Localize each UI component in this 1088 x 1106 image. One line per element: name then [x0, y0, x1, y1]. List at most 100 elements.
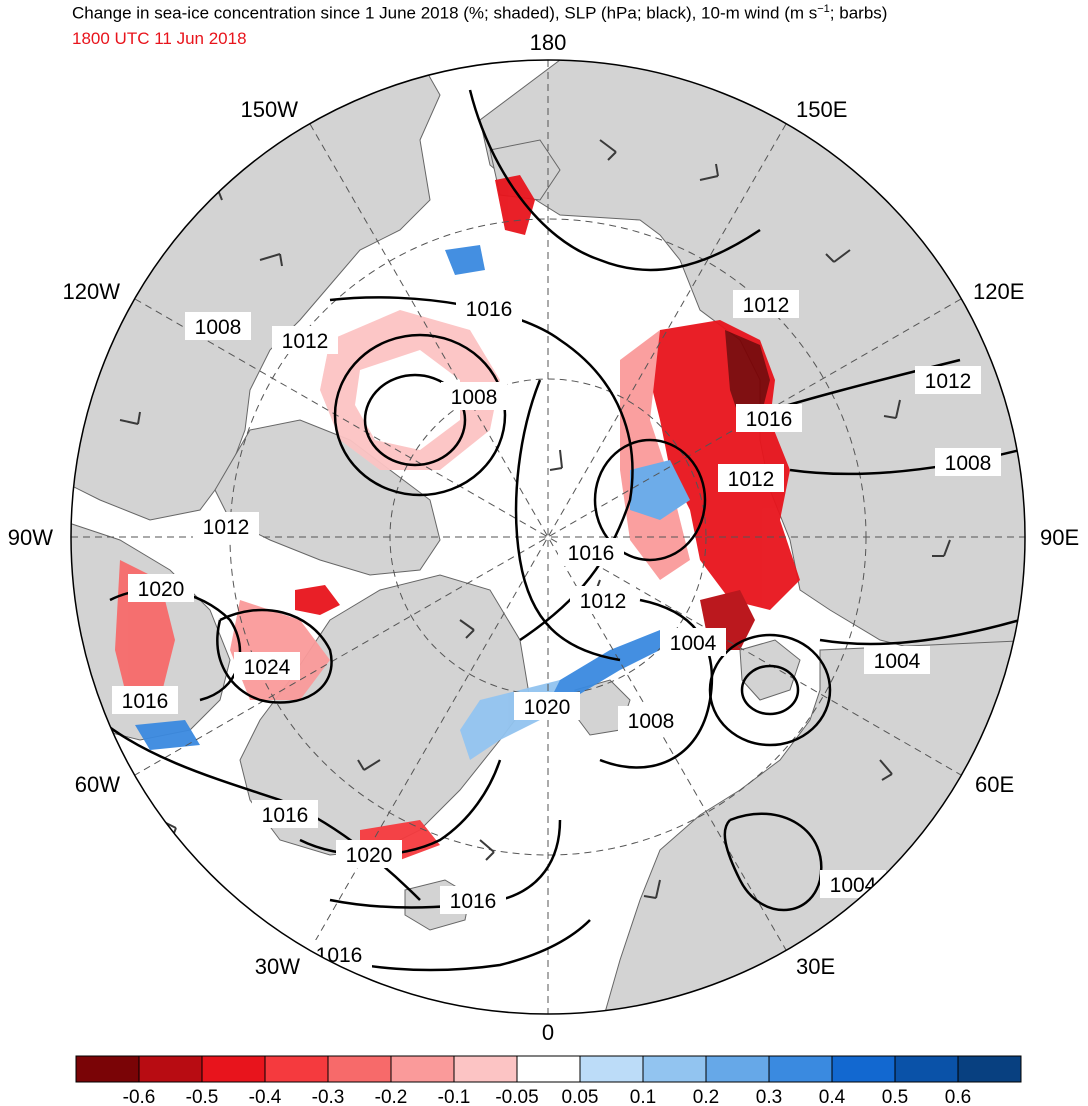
colorbar-tick-label: 0.6 [945, 1087, 971, 1106]
slp-label: 1020 [524, 696, 571, 719]
meridian-150w-30e [309, 123, 787, 951]
slp-label: 1020 [138, 578, 185, 601]
colorbar-tick-label: 0.4 [819, 1087, 846, 1106]
lon-label-60w: 60W [75, 772, 120, 797]
ice-gain-hudson [135, 720, 200, 750]
slp-label: 1012 [203, 516, 250, 539]
slp-contour-1016-north [468, 89, 761, 272]
slp-label: 1008 [451, 386, 498, 409]
slp-label: 1012 [925, 370, 972, 393]
colorbar-swatch [453, 1055, 518, 1083]
lon-label-120e: 120E [973, 279, 1024, 304]
colorbar-swatch [201, 1055, 266, 1083]
lat-circle-80 [389, 378, 707, 696]
slp-contour-1000-low [740, 664, 800, 716]
colorbar-swatch [390, 1055, 455, 1083]
slp-label: 1016 [568, 542, 615, 565]
colorbar-swatch [957, 1055, 1022, 1083]
ice-loss-beaufort-inner [355, 350, 460, 450]
title-text-end: ; barbs) [829, 3, 888, 23]
slp-contour-1012-laptev [593, 438, 707, 562]
lon-label-30w: 30W [255, 954, 300, 979]
wind-barb [599, 139, 617, 161]
colorbar-swatch [264, 1055, 329, 1083]
colorbar: -0.6 -0.5 -0.4 -0.3 -0.2 -0.1 -0.05 0.05 0.1 0.2 0… [75, 1055, 1022, 1106]
slp-label: 1008 [195, 316, 242, 339]
lon-label-180: 180 [530, 30, 567, 55]
colorbar-swatch [768, 1055, 833, 1083]
slp-contour-1004-low [708, 633, 832, 747]
slp-contour-1024-greenland [216, 608, 333, 704]
slp-label: 1008 [628, 710, 675, 733]
colorbar-swatch [327, 1055, 392, 1083]
map-title: Change in sea-ice concentration since 1 … [72, 3, 887, 24]
colorbar-swatch [138, 1055, 203, 1083]
wind-barb [932, 539, 951, 557]
colorbar-tick-label: 0.2 [693, 1087, 719, 1106]
colorbar-tick-label: 0.05 [562, 1087, 599, 1106]
colorbar-tick-label: 0.3 [756, 1087, 782, 1106]
meridian-150e-30w [309, 123, 787, 951]
lon-label-90w: 90W [8, 525, 53, 550]
slp-contour-1004-scandinavia [723, 812, 823, 912]
slp-contour-1008-barents [599, 598, 714, 769]
slp-label: 1008 [945, 452, 992, 475]
colorbar-swatch [642, 1055, 707, 1083]
land-novaya-zemlya [739, 639, 801, 701]
wind-barb [643, 879, 661, 899]
wind-barb [879, 759, 893, 781]
map-disc: 1016 1008 1012 1008 1012 1012 1016 1012 … [71, 60, 1025, 1014]
meridian-120w-60e [134, 298, 962, 776]
ice-loss-halo [620, 330, 690, 580]
colorbar-swatch [516, 1055, 581, 1083]
slp-label: 1012 [282, 330, 329, 353]
lon-label-150w: 150W [241, 97, 299, 122]
ice-loss-laptev-core [725, 330, 770, 420]
colorbar-tick-label: -0.05 [495, 1087, 538, 1106]
colorbar-tick-label: 0.1 [630, 1087, 656, 1106]
slp-label: 1004 [874, 650, 921, 673]
colorbar-tick-label: -0.3 [312, 1087, 345, 1106]
wind-barb [699, 163, 719, 181]
slp-contour-1016-mid [329, 296, 634, 642]
lon-label-120w: 120W [63, 279, 121, 304]
slp-label: 1016 [316, 944, 363, 967]
colorbar-tick-label: -0.6 [123, 1087, 156, 1106]
map-border [70, 59, 1026, 1015]
wind-barb [479, 839, 495, 861]
slp-label: 1012 [728, 468, 775, 491]
slp-contour-1012-transpolar [514, 379, 621, 662]
colorbar-swatch [705, 1055, 770, 1083]
title-text: Change in sea-ice concentration since 1 … [72, 3, 818, 23]
slp-label: 1016 [746, 408, 793, 431]
slp-contour-1004-east [819, 618, 1021, 646]
wind-barb [825, 249, 851, 263]
title-superscript: −1 [817, 3, 830, 15]
slp-label: 1012 [743, 294, 790, 317]
slp-contour-labels: 1016 1008 1012 1008 1012 1012 1016 1012 … [112, 290, 1001, 968]
slp-label: 1016 [450, 890, 497, 913]
colorbar-swatch [894, 1055, 959, 1083]
lon-label-30e: 30E [796, 954, 835, 979]
colorbar-tick-label: -0.1 [438, 1087, 471, 1106]
wind-barbs [119, 139, 951, 899]
lon-label-90e: 90E [1040, 525, 1079, 550]
longitude-labels: 180 150E 120E 90E 60E 30E 0 30W 60W 90W … [8, 30, 1079, 1045]
meridian-120e-60w [134, 298, 962, 776]
wind-barb [549, 449, 563, 471]
slp-label: 1016 [466, 298, 513, 321]
slp-label: 1016 [262, 804, 309, 827]
colorbar-tick-label: 0.5 [882, 1087, 908, 1106]
valid-time-label: 1800 UTC 11 Jun 2018 [72, 29, 247, 48]
colorbar-swatch [75, 1055, 140, 1083]
slp-label: 1024 [244, 656, 291, 679]
slp-label: 1004 [830, 874, 877, 897]
colorbar-tick-label: -0.5 [186, 1087, 219, 1106]
wind-barb [883, 399, 901, 419]
ice-loss-baffin [295, 585, 340, 615]
ice-gain-chukchi [445, 245, 485, 275]
colorbar-swatch [579, 1055, 644, 1083]
slp-label: 1004 [670, 632, 717, 655]
ice-loss-chukchi [495, 175, 535, 235]
